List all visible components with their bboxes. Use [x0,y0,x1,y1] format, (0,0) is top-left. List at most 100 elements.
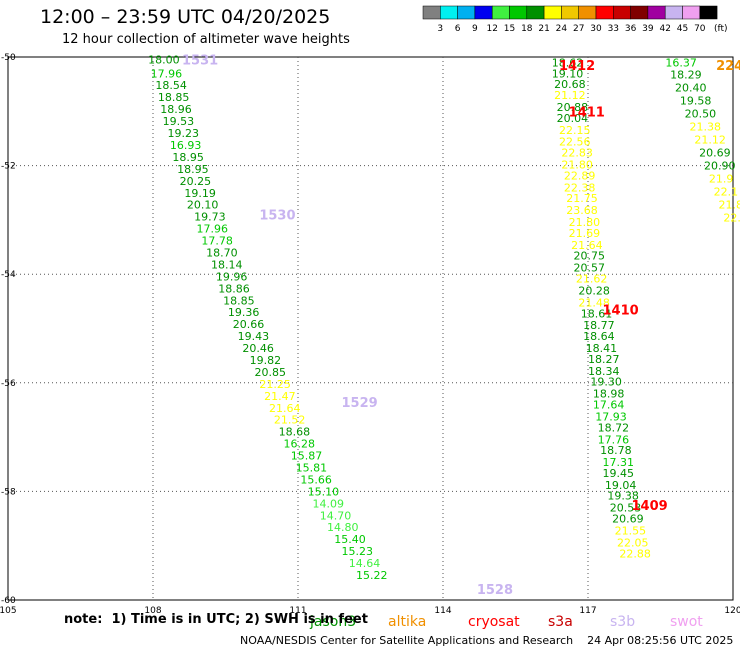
swh-point: 22.15 [559,124,591,137]
legend-swatch [578,5,597,20]
swh-point: 14.09 [313,497,345,510]
legend-swatch [474,5,493,20]
footer-note: note: 1) Time is in UTC; 2) SWH is in fe… [64,612,368,627]
swh-point: 16.93 [170,139,202,152]
swh-point: 20.10 [187,199,219,212]
swh-point: 22.38 [564,181,596,194]
swh-point: 15.87 [291,450,323,463]
legend-swatch [595,5,614,20]
x-tick-label: 120 [724,606,740,616]
swh-point: 18.77 [583,319,615,332]
legend-label: 36 [625,24,637,34]
swh-point: 18.96 [160,103,192,116]
time-label: 2241 [716,59,740,74]
legend-swatch [613,5,631,20]
legend-label: 70 [694,24,706,34]
legend-swatch [491,5,510,20]
legend-swatch [526,5,545,20]
legend-label: 24 [556,24,568,34]
swh-point: 18.98 [593,388,625,401]
swh-point: 21.8 [719,199,740,212]
swh-point: 19.38 [607,490,639,503]
swh-point: 17.93 [595,410,627,423]
swh-point: 20.90 [704,160,736,173]
swh-point: 21.80 [569,216,601,229]
swh-point: 19.19 [184,187,216,200]
legend-swatch [664,5,683,20]
satellite-legend: jason3 altika cryosat s3a s3b swot [309,614,703,630]
swh-point: 19.30 [590,376,622,389]
swh-point: 21.52 [274,414,306,427]
swh-point: 19.04 [605,479,637,492]
y-tick-label: -58 [1,487,16,497]
swh-point: 20.69 [612,513,644,526]
x-tick-label: 114 [434,606,451,616]
legend-label: 9 [472,24,478,34]
swh-point: 19.23 [168,127,200,140]
legend-label: 45 [677,24,688,34]
swh-point: 20.04 [557,112,589,125]
swh-point: 18.70 [206,246,238,259]
swh-point: 18.41 [586,342,618,355]
swh-point: 21.47 [264,390,296,403]
legend-label: 6 [455,24,461,34]
swh-point: 15.10 [308,485,340,498]
swh-point: 20.68 [554,78,586,91]
swh-point: 20.46 [242,342,274,355]
swh-point: 15.23 [342,545,374,558]
swh-point: 20.50 [685,107,717,120]
swh-point: 21.75 [566,192,598,205]
color-legend: 3 6 9 12 15 18 21 24 27 30 33 36 39 42 45 70 (ft) [422,5,728,34]
swh-point: 22.83 [561,147,593,160]
legend-swatch [682,5,701,20]
legend-swatch [561,5,579,20]
legend-unit: (ft) [714,24,728,34]
swh-point: 22.56 [559,136,591,149]
swh-point: 23.68 [566,204,598,217]
swh-point: 17.64 [593,399,625,412]
time-label: 1409 [632,499,668,514]
swh-point: 14.70 [320,509,352,522]
swh-point: 21.64 [269,402,301,415]
swh-point: 18.78 [600,444,632,457]
satellite-label: swot [670,614,703,630]
swh-point: 19.82 [250,354,282,367]
swh-point: 17.78 [201,235,233,248]
legend-swatch [699,5,718,20]
page-title: 12:00 – 23:59 UTC 04/20/2025 [40,6,331,28]
swh-point: 20.88 [557,101,589,114]
legend-label: 33 [608,24,619,34]
swh-point: 20.85 [255,366,287,379]
y-tick-label: -50 [1,53,16,63]
swh-point: 21.62 [576,273,608,286]
swh-point: 14.80 [327,521,359,534]
swh-point: 18.72 [598,421,630,434]
y-tick-label: -60 [1,596,16,606]
legend-label: 39 [642,24,654,34]
time-label: 1529 [342,396,378,411]
swh-point: 21.69 [569,227,601,240]
swh-point: 18.95 [177,163,209,176]
page-subtitle: 12 hour collection of altimeter wave hei… [62,32,350,47]
legend-label: 30 [590,24,602,34]
swh-point: 19.96 [216,270,248,283]
legend-swatch [509,5,528,20]
swh-point: 19.10 [552,67,584,80]
swh-point: 21.80 [561,159,593,172]
swh-point: 18.00 [148,54,180,67]
legend-label: 3 [437,24,443,34]
swh-point: 18.85 [158,91,190,104]
swh-point: 20.40 [675,81,707,94]
swh-point: 19.43 [238,330,269,343]
swh-point: 15.22 [356,569,388,582]
swh-point: 17.96 [197,223,229,236]
data-points: 18.0017.9618.5418.8518.9619.5319.2316.93… [148,54,740,582]
swh-point: 18.85 [223,294,255,307]
swh-point: 19.73 [194,211,226,224]
swh-point: 21.25 [259,378,291,391]
satellite-label: s3a [548,614,573,630]
swh-point: 15.81 [296,462,328,475]
swh-point: 18.54 [155,79,187,92]
swh-point: 18.14 [211,258,243,271]
